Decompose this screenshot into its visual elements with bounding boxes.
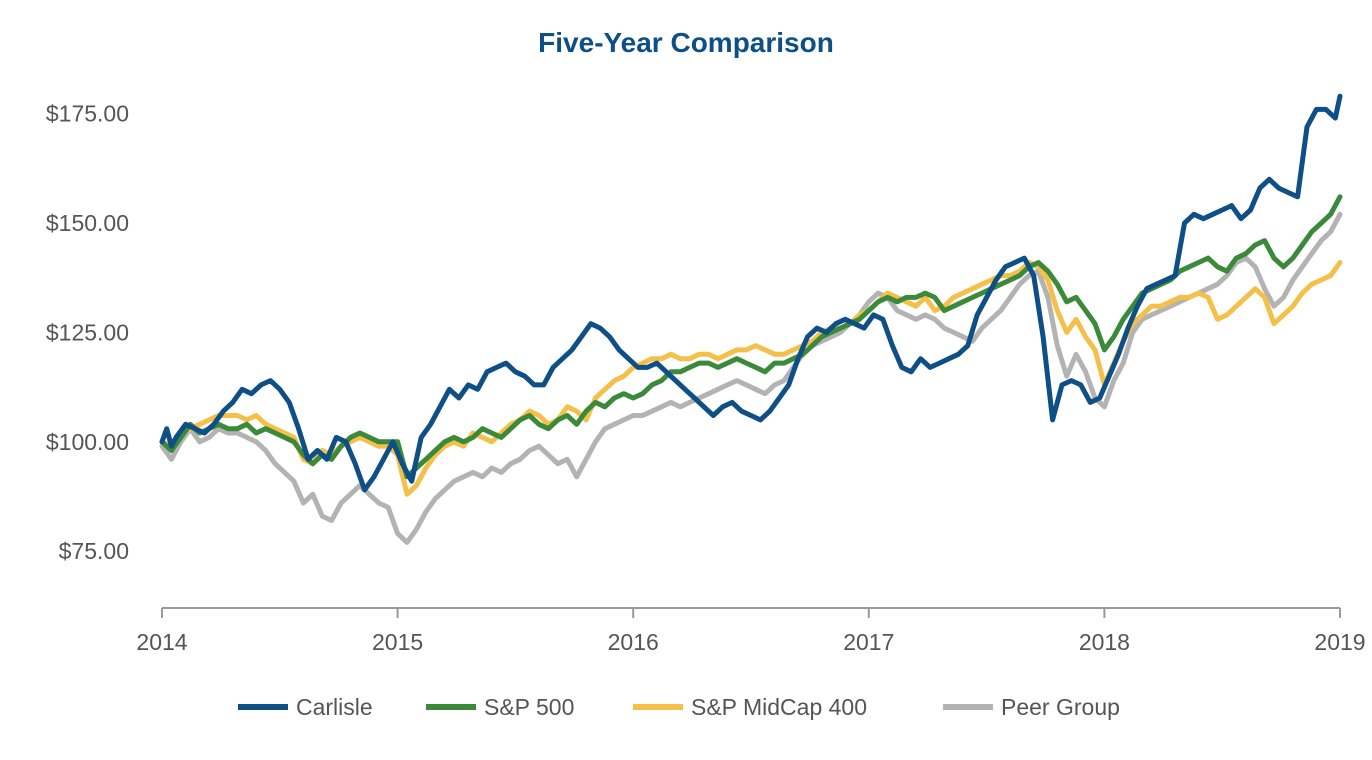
x-tick-label: 2015 (372, 629, 423, 655)
legend-label: S&P MidCap 400 (691, 694, 867, 720)
x-tick-label: 2014 (136, 629, 187, 655)
series-line-s-p-midcap-400 (159, 260, 1343, 497)
y-tick-label: $75.00 (59, 538, 129, 564)
legend: Carlisle S&P 500 S&P MidCap 400 Peer Group (238, 694, 1120, 720)
series-line-s-p-500 (159, 194, 1343, 480)
y-axis: $75.00 $100.00 $125.00 $150.00 $175.00 (46, 101, 129, 564)
x-tick-label: 2019 (1314, 629, 1365, 655)
y-tick-label: $175.00 (46, 101, 129, 127)
x-tick-label: 2017 (843, 629, 894, 655)
plot-area (159, 93, 1343, 545)
x-tick-label: 2016 (608, 629, 659, 655)
legend-label: Peer Group (1001, 694, 1120, 720)
series-line-peer-group (159, 211, 1343, 545)
x-axis: 2014 2015 2016 2017 2018 2019 (136, 607, 1366, 655)
y-tick-label: $150.00 (46, 210, 129, 236)
series-line-carlisle (159, 93, 1343, 493)
y-tick-label: $100.00 (46, 429, 129, 455)
legend-label: S&P 500 (484, 694, 574, 720)
x-tick-label: 2018 (1079, 629, 1130, 655)
chart-title: Five-Year Comparison (538, 27, 834, 58)
legend-label: Carlisle (296, 694, 373, 720)
y-tick-label: $125.00 (46, 319, 129, 345)
